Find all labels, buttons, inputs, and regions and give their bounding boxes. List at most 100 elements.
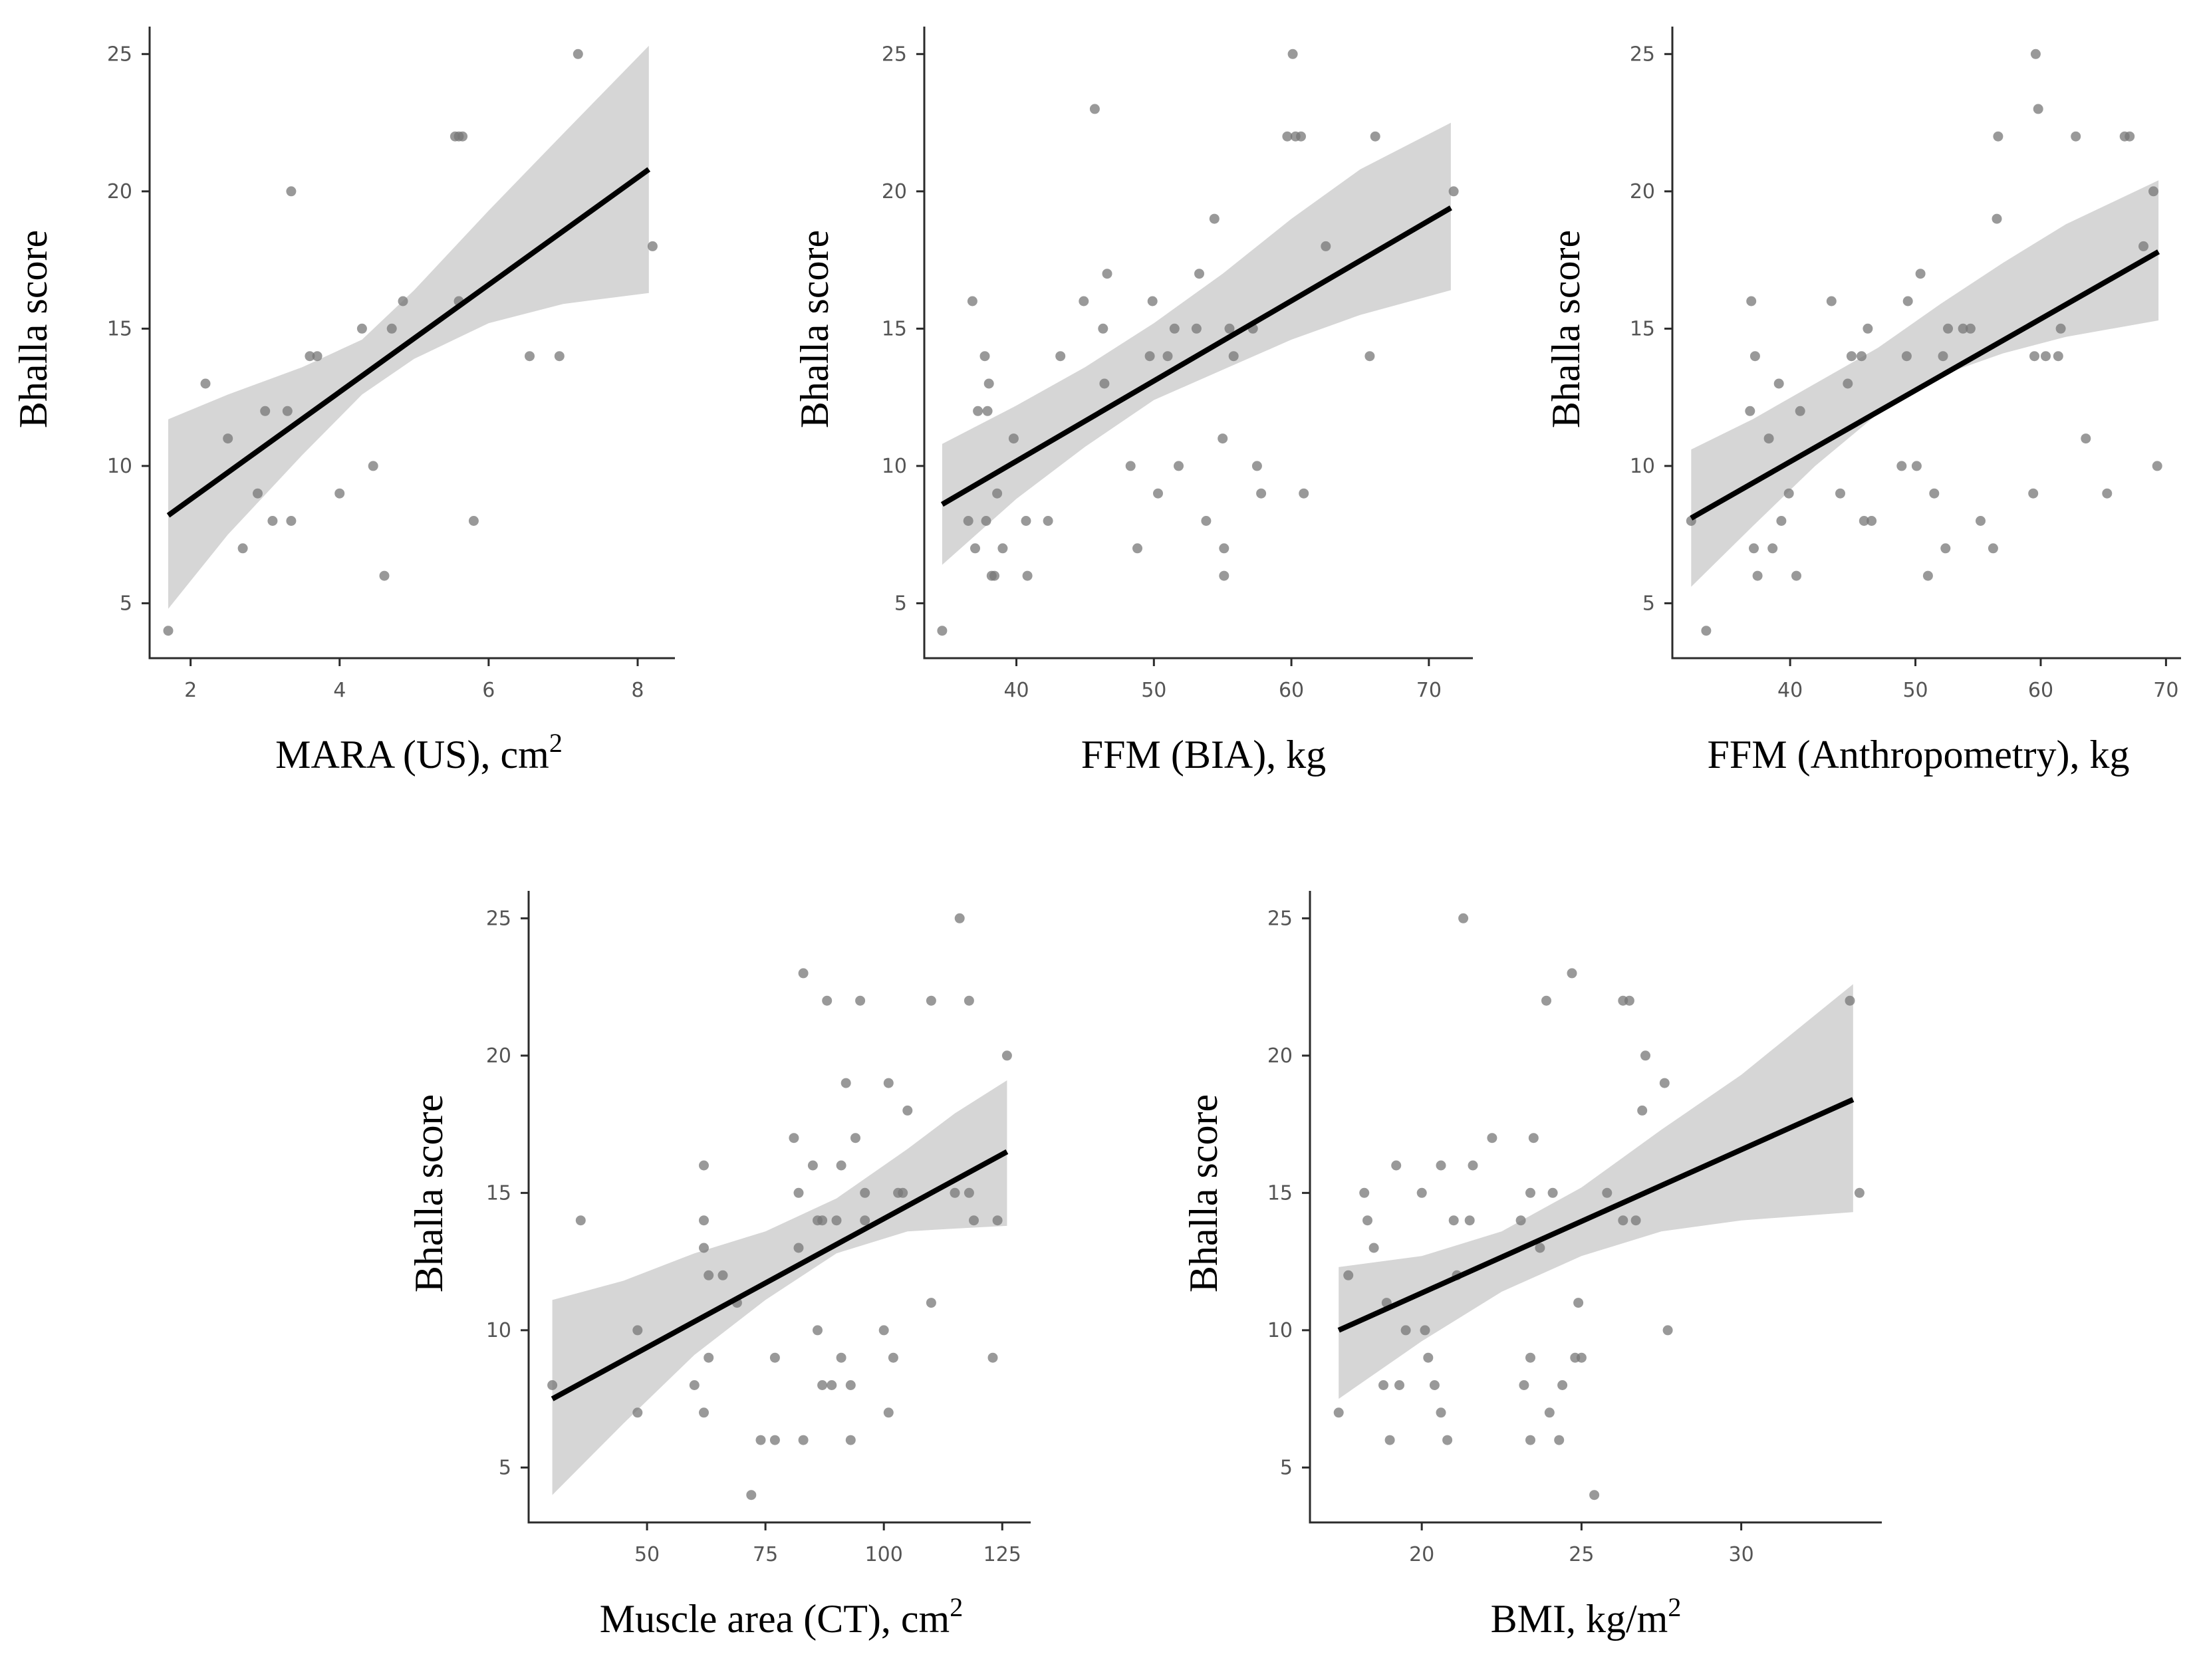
data-point xyxy=(926,1298,936,1308)
data-point xyxy=(2081,433,2091,444)
data-point xyxy=(1640,1050,1650,1061)
data-point xyxy=(831,1215,842,1226)
data-point xyxy=(1940,543,1951,554)
x-axis-title-text: BMI, kg/m xyxy=(1491,1597,1668,1641)
data-point xyxy=(689,1380,700,1390)
confidence-band xyxy=(552,1080,1007,1495)
data-point xyxy=(1992,213,2002,224)
data-point xyxy=(1378,1380,1388,1390)
data-point xyxy=(253,488,263,499)
x-tick-label: 50 xyxy=(634,1543,660,1566)
y-axis-title: Bhalla score xyxy=(1544,230,1588,428)
data-point xyxy=(1528,1133,1539,1143)
data-point xyxy=(1218,433,1228,444)
data-point xyxy=(1544,1407,1555,1418)
data-point xyxy=(1896,461,1907,471)
data-point xyxy=(334,488,345,499)
data-point xyxy=(286,186,297,197)
x-axis-title-text: FFM (BIA), kg xyxy=(1081,733,1326,777)
data-point xyxy=(845,1380,856,1390)
data-point xyxy=(1525,1187,1535,1198)
confidence-band xyxy=(1339,984,1853,1399)
data-point xyxy=(1854,1187,1865,1198)
x-axis-title-text: Muscle area (CT), cm xyxy=(600,1597,950,1641)
data-point xyxy=(1867,516,1877,526)
y-tick-label: 25 xyxy=(107,43,132,66)
data-point xyxy=(1602,1187,1613,1198)
y-tick-label: 15 xyxy=(107,317,132,340)
data-point xyxy=(1515,1215,1526,1226)
data-point xyxy=(883,1407,894,1418)
y-axis-title: Bhalla score xyxy=(407,1094,451,1292)
data-point xyxy=(987,1352,998,1363)
data-point xyxy=(573,49,583,59)
data-point xyxy=(2148,186,2158,197)
chart-ffm-bia: 5 10 15 20 25 40 50 60 70 Bhalla score FFM (BIA), … xyxy=(793,27,1473,777)
data-point xyxy=(398,296,408,306)
data-point xyxy=(312,351,323,362)
data-point xyxy=(888,1352,898,1363)
data-point xyxy=(632,1325,643,1336)
data-point xyxy=(902,1105,913,1116)
data-point xyxy=(1162,351,1173,362)
y-tick-label: 25 xyxy=(1630,43,1655,66)
data-point xyxy=(1468,1160,1478,1171)
data-point xyxy=(1535,1243,1545,1253)
data-point xyxy=(699,1407,709,1418)
data-point xyxy=(883,1078,894,1088)
x-axis-title: BMI, kg/m2 xyxy=(1491,1592,1682,1641)
data-point xyxy=(950,1187,960,1198)
data-point xyxy=(827,1380,837,1390)
x-tick-label: 60 xyxy=(1279,679,1304,702)
data-point xyxy=(755,1435,766,1445)
y-tick-label: 5 xyxy=(1642,592,1655,615)
data-point xyxy=(1442,1435,1453,1445)
data-point xyxy=(798,968,809,979)
x-tick-label: 70 xyxy=(1416,679,1442,702)
data-point xyxy=(1296,131,1306,142)
data-point xyxy=(1795,406,1805,416)
x-axis-title: Muscle area (CT), cm2 xyxy=(600,1592,963,1641)
data-point xyxy=(1169,323,1180,334)
data-point xyxy=(1859,516,1869,526)
x-axis-title-superscript: 2 xyxy=(549,728,563,758)
data-point xyxy=(1976,516,1986,526)
data-point xyxy=(286,516,297,526)
y-axis-title: Bhalla score xyxy=(793,230,837,428)
data-point xyxy=(2029,351,2039,362)
data-point xyxy=(1251,461,1262,471)
y-tick-label: 5 xyxy=(1280,1456,1293,1479)
data-point xyxy=(1416,1187,1427,1198)
data-point xyxy=(1099,378,1110,389)
data-point xyxy=(1826,296,1837,306)
y-tick-label: 10 xyxy=(1267,1319,1293,1342)
data-point xyxy=(2033,104,2043,114)
data-point xyxy=(1400,1325,1411,1336)
x-tick-label: 75 xyxy=(753,1543,778,1566)
data-point xyxy=(836,1352,846,1363)
data-point xyxy=(704,1352,714,1363)
data-point xyxy=(1321,241,1331,251)
x-tick-label: 60 xyxy=(2028,679,2053,702)
y-tick-label: 15 xyxy=(882,317,907,340)
data-point xyxy=(979,351,990,362)
data-point xyxy=(1773,378,1784,389)
data-point xyxy=(1993,131,2003,142)
data-point xyxy=(2152,461,2162,471)
data-point xyxy=(1021,516,1031,526)
data-point xyxy=(1194,269,1204,279)
data-point xyxy=(699,1243,709,1253)
chart-muscle-ct: 5 10 15 20 25 50 75 100 125 Bhalla score Muscle ar… xyxy=(407,891,1031,1641)
data-point xyxy=(1429,1380,1440,1390)
data-point xyxy=(468,516,479,526)
x-tick-label: 2 xyxy=(184,679,197,702)
data-point xyxy=(769,1435,780,1445)
data-point xyxy=(1630,1215,1641,1226)
data-point xyxy=(1420,1325,1430,1336)
data-point xyxy=(1567,968,1577,979)
data-point xyxy=(163,626,174,636)
data-point xyxy=(1749,543,1759,554)
data-point xyxy=(1618,1215,1628,1226)
data-point xyxy=(926,995,936,1006)
